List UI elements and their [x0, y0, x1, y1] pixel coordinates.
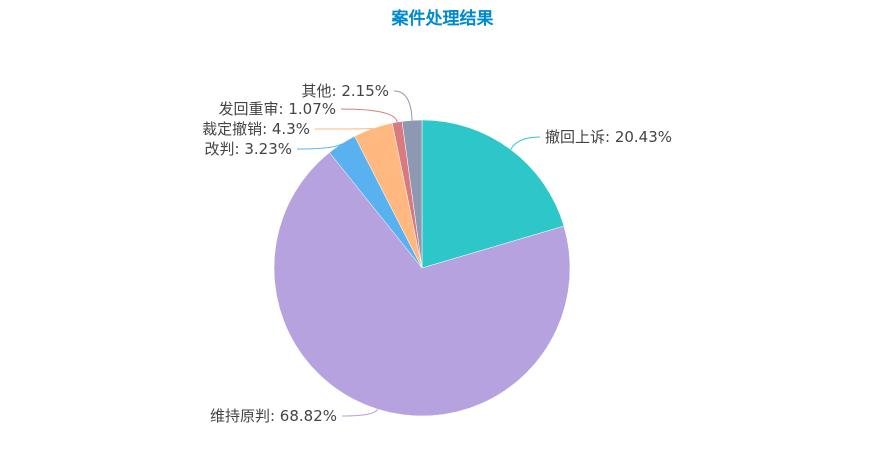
slice-label-6: 其他: 2.15%	[302, 82, 389, 100]
leader-line-3	[296, 143, 342, 150]
chart-title: 案件处理结果	[391, 9, 494, 29]
slice-label-4: 裁定撤销: 4.3%	[202, 120, 310, 138]
leader-line-5	[340, 108, 398, 123]
leader-line-4	[314, 127, 374, 130]
leader-line-1	[510, 136, 541, 150]
slice-label-2: 维持原判: 68.82%	[210, 407, 337, 425]
leader-line-6	[393, 90, 413, 121]
slice-label-3: 改判: 3.23%	[205, 140, 292, 158]
slice-label-5: 发回重审: 1.07%	[219, 100, 336, 118]
slice-label-1: 撤回上诉: 20.43%	[545, 128, 672, 146]
pie-slice-1[interactable]	[421, 119, 565, 269]
leader-line-2	[341, 408, 379, 417]
